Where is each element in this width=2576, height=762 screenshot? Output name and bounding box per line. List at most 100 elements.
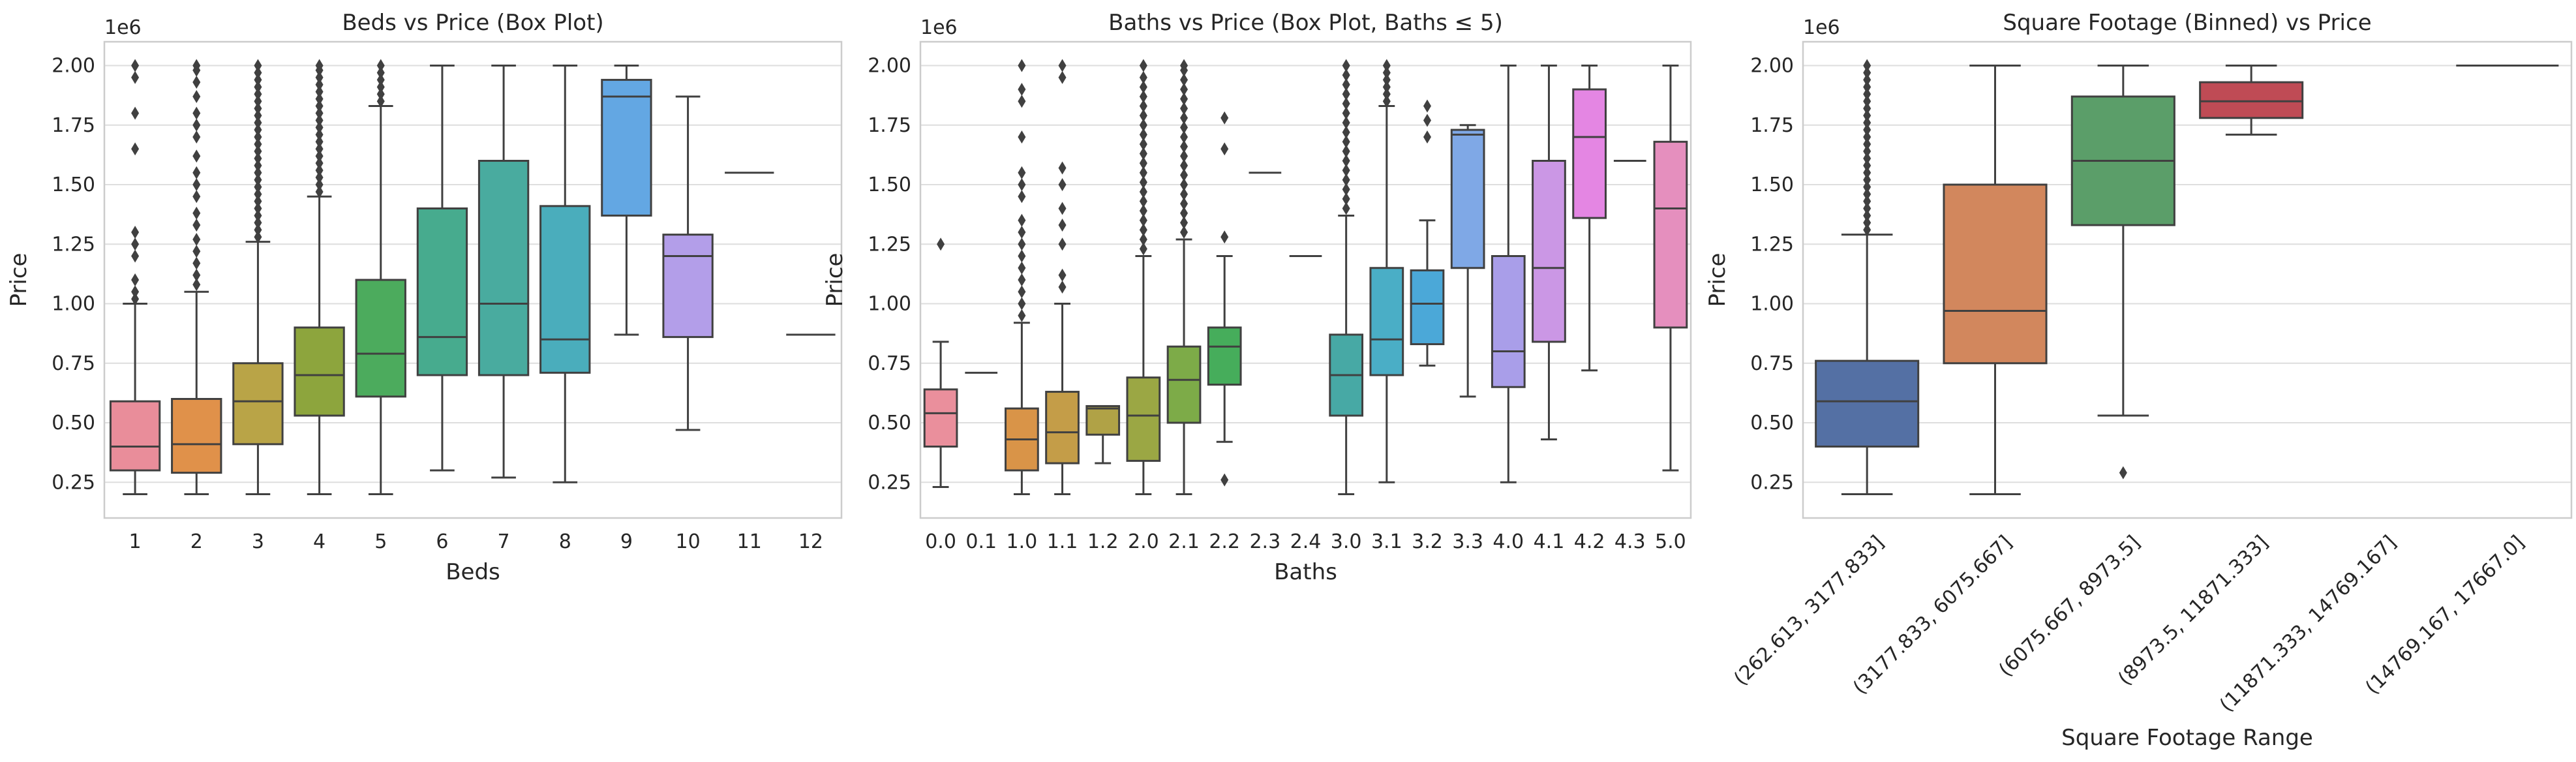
baths-y-ticks: 0.25 0.50 0.75 1.00 1.25 1.50 1.75 2.00: [868, 55, 911, 495]
beds-y-tick-label: 1.75: [52, 114, 95, 137]
beds-x-tick-label: 7: [498, 530, 510, 553]
beds-outlier-point: [315, 92, 324, 106]
baths-outlier-point: [1139, 128, 1147, 142]
baths-outlier-point: [1139, 242, 1147, 256]
baths-outlier-point: [1382, 95, 1391, 108]
beds-outlier-point: [315, 164, 324, 177]
beds-y-tick-label: 1.00: [52, 293, 95, 316]
beds-grid: [104, 65, 841, 483]
beds-outlier-point: [254, 66, 262, 80]
baths-outlier-point: [1139, 109, 1147, 123]
beds-x-ticks: 1 2 3 4 5 6 7 8 9 10 11 12: [129, 530, 823, 553]
baths-outlier-point: [1139, 213, 1147, 227]
beds-box-7: [539, 65, 591, 483]
baths-outlier-point: [1180, 197, 1189, 211]
baths-outlier-point: [1139, 147, 1147, 160]
baths-x-tick-label: 4.1: [1534, 530, 1565, 553]
beds-x-tick-label: 3: [252, 530, 264, 553]
baths-outlier-point: [1180, 121, 1189, 134]
baths-outlier-point: [1139, 70, 1147, 84]
baths-outlier-point: [1220, 230, 1229, 244]
baths-box-15: [1532, 65, 1566, 441]
baths-outlier-point: [1139, 99, 1147, 113]
beds-outlier-point: [315, 99, 324, 113]
baths-outlier-point: [1139, 175, 1147, 189]
beds-box-8: [601, 65, 652, 336]
sqft-outlier-point: [1863, 144, 1871, 158]
baths-outlier-point: [1018, 59, 1026, 72]
sqft-y-tick-label: 0.25: [1750, 471, 1794, 494]
beds-outlier-point: [254, 123, 262, 137]
beds-box-body: [539, 205, 591, 374]
beds-outlier-point: [315, 157, 324, 170]
baths-outlier-point: [1342, 202, 1350, 215]
baths-outlier-point: [1382, 66, 1391, 80]
beds-outlier-point: [254, 59, 262, 72]
beds-outlier-point: [254, 209, 262, 222]
beds-outlier-point: [131, 226, 140, 239]
beds-x-tick-label: 9: [620, 530, 633, 553]
baths-outlier-point: [1180, 187, 1189, 201]
baths-box-5: [1126, 59, 1161, 495]
baths-box-4: [1085, 404, 1121, 465]
beds-outlier-point: [254, 187, 262, 201]
beds-outlier-point: [192, 206, 201, 220]
beds-x-tick-label: 12: [798, 530, 823, 553]
sqft-outlier-point: [1863, 187, 1871, 201]
beds-outlier-point: [254, 109, 262, 123]
beds-box-body: [294, 326, 345, 417]
beds-outlier-point: [254, 180, 262, 194]
beds-y-ticks: 0.25 0.50 0.75 1.00 1.25 1.50 1.75 2.00: [52, 55, 95, 495]
baths-outlier-point: [1342, 97, 1350, 110]
sqft-x-axis-label: Square Footage Range: [2061, 725, 2313, 751]
baths-y-tick-label: 0.75: [868, 352, 911, 375]
baths-x-tick-label: 0.0: [925, 530, 956, 553]
beds-x-tick-label: 8: [559, 530, 571, 553]
sqft-outlier-point: [1863, 80, 1871, 94]
beds-outlier-point: [254, 223, 262, 237]
beds-y-offset-label: 1e6: [104, 16, 142, 39]
baths-outlier-point: [1342, 59, 1350, 72]
baths-box-18: [1653, 65, 1688, 472]
baths-outlier-point: [1423, 130, 1431, 144]
beds-y-tick-label: 0.25: [52, 471, 95, 494]
beds-outlier-point: [376, 95, 385, 108]
sqft-y-tick-label: 1.75: [1750, 114, 1794, 137]
sqft-box-body: [1943, 183, 2048, 365]
beds-box-6: [477, 65, 530, 479]
baths-box-14: [1491, 65, 1526, 483]
baths-outlier-point: [1180, 92, 1189, 106]
baths-outlier-point: [1018, 285, 1026, 299]
baths-outlier-point: [1342, 87, 1350, 101]
baths-box-body: [1085, 404, 1121, 436]
baths-outlier-point: [1180, 159, 1189, 172]
beds-outlier-point: [192, 89, 201, 103]
baths-outlier-point: [937, 237, 945, 251]
beds-outlier-point: [192, 190, 201, 204]
beds-outlier-point: [315, 142, 324, 156]
sqft-outlier-point: [1863, 159, 1871, 172]
baths-outlier-point: [1139, 194, 1147, 208]
beds-outlier-point: [131, 249, 140, 263]
beds-y-tick-label: 0.50: [52, 412, 95, 434]
baths-outlier-point: [1058, 280, 1067, 294]
baths-outlier-point: [1342, 135, 1350, 149]
sqft-axes-frame: [1802, 40, 2573, 519]
beds-x-tick-label: 2: [190, 530, 203, 553]
sqft-outlier-point: [1863, 123, 1871, 137]
beds-outlier-point: [254, 194, 262, 208]
sqft-outlier-point: [1863, 202, 1871, 215]
baths-box-body: [1653, 140, 1688, 329]
beds-box-body: [416, 207, 468, 376]
baths-box-body: [1491, 255, 1526, 388]
baths-outlier-point: [1018, 249, 1026, 263]
baths-outlier-point: [1180, 206, 1189, 220]
beds-outlier-point: [192, 278, 201, 292]
baths-x-tick-label: 4.0: [1493, 530, 1524, 553]
baths-outlier-point: [1423, 99, 1431, 113]
baths-outlier-point: [1058, 70, 1067, 84]
baths-outlier-point: [1180, 59, 1189, 72]
beds-outlier-point: [192, 232, 201, 246]
baths-box-body: [1572, 88, 1607, 219]
sqft-y-axis-label: Price: [1705, 253, 1731, 307]
